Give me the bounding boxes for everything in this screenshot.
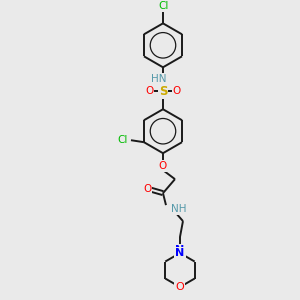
- Text: O: O: [159, 161, 167, 171]
- Text: O: O: [173, 86, 181, 96]
- Text: HN: HN: [151, 74, 167, 84]
- Text: N: N: [175, 248, 184, 258]
- Text: NH: NH: [171, 204, 187, 214]
- Text: O: O: [176, 282, 184, 292]
- Text: O: O: [143, 184, 151, 194]
- Text: Cl: Cl: [159, 2, 169, 11]
- Text: O: O: [145, 86, 153, 96]
- Text: N: N: [175, 245, 184, 255]
- Text: S: S: [159, 85, 167, 98]
- Text: Cl: Cl: [118, 135, 128, 145]
